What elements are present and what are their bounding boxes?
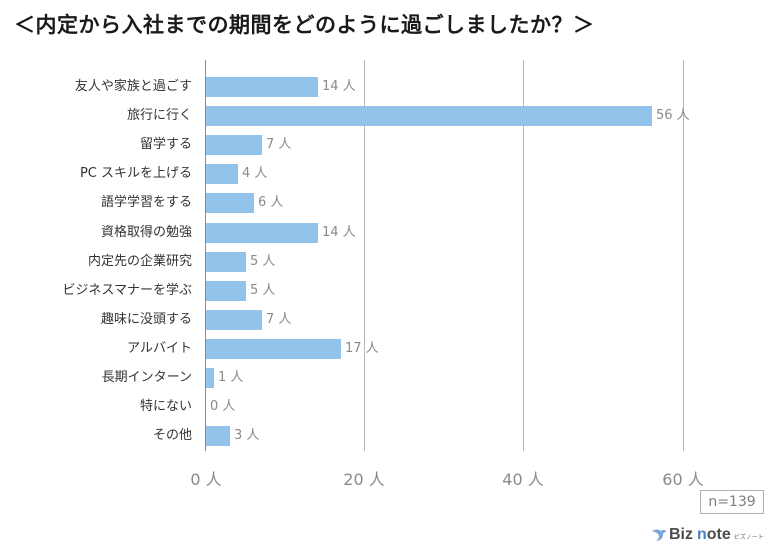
bar xyxy=(206,223,318,243)
bar xyxy=(206,252,246,272)
category-label: その他 xyxy=(152,428,192,443)
bird-logo-icon xyxy=(652,529,666,541)
logo-text-n: n xyxy=(697,526,707,543)
bar xyxy=(206,426,230,446)
bar-value-label: 17 人 xyxy=(345,341,379,356)
bar-value-label: 56 人 xyxy=(656,108,690,123)
bar xyxy=(206,193,254,213)
bar-value-label: 5 人 xyxy=(250,254,276,269)
x-tick-label: 20 人 xyxy=(343,470,385,489)
bar xyxy=(206,310,262,330)
bar xyxy=(206,281,246,301)
category-label: 資格取得の勉強 xyxy=(100,225,192,240)
bar-value-label: 7 人 xyxy=(266,137,292,152)
category-label: 長期インターン xyxy=(101,370,192,385)
x-tick-label: 40 人 xyxy=(502,470,544,489)
bar-value-label: 7 人 xyxy=(266,312,292,327)
logo-kana: ビズノート xyxy=(733,534,764,541)
y-axis-line xyxy=(205,60,206,451)
logo-text-ote: ote xyxy=(706,526,731,543)
category-label: 内定先の企業研究 xyxy=(87,254,192,269)
category-label: 語学学習をする xyxy=(100,195,192,210)
bar xyxy=(206,368,214,388)
chart-title: ＜内定から入社までの期間をどのように過ごしましたか？＞ xyxy=(14,13,595,37)
category-label: 旅行に行く xyxy=(126,108,192,123)
logo-text-biz: Biz xyxy=(669,526,693,543)
bar-value-label: 1 人 xyxy=(218,370,244,385)
bar-value-label: 14 人 xyxy=(322,79,356,94)
bar xyxy=(206,106,652,126)
bar-value-label: 3 人 xyxy=(234,428,260,443)
bar xyxy=(206,164,238,184)
bar xyxy=(206,77,318,97)
bar-value-label: 5 人 xyxy=(250,283,276,298)
category-label: 趣味に没頭する xyxy=(100,312,192,327)
category-label: 友人や家族と過ごす xyxy=(74,79,192,94)
category-label: PC スキルを上げる xyxy=(79,166,192,181)
bar-value-label: 0 人 xyxy=(210,399,236,414)
category-label: ビジネスマナーを学ぶ xyxy=(62,283,192,298)
x-tick-label: 60 人 xyxy=(662,470,704,489)
biznote-logo: Biz n ote ビズノート xyxy=(651,526,764,544)
gridline-20 xyxy=(364,60,365,451)
bar-value-label: 6 人 xyxy=(258,195,284,210)
sample-size-badge: n=139 xyxy=(700,490,764,514)
category-label: アルバイト xyxy=(127,341,192,356)
gridline-60 xyxy=(683,60,684,451)
gridline-40 xyxy=(523,60,524,451)
x-tick-label: 0 人 xyxy=(190,470,222,489)
bar-value-label: 14 人 xyxy=(322,225,356,240)
bar xyxy=(206,135,262,155)
bar xyxy=(206,339,341,359)
bar-value-label: 4 人 xyxy=(242,166,268,181)
category-label: 留学する xyxy=(139,137,192,152)
category-label: 特にない xyxy=(139,399,192,414)
